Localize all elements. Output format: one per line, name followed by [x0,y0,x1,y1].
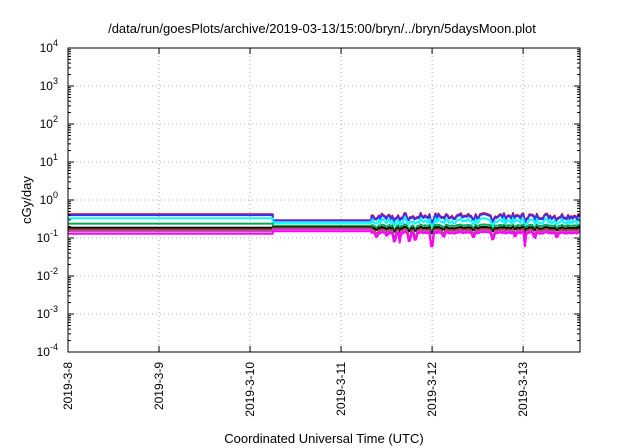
y-axis-label: cGy/day [19,176,34,224]
y-tick-base: 10 [40,155,54,169]
chart-title: /data/run/goesPlots/archive/2019-03-13/1… [108,21,536,36]
series-line [68,230,581,248]
y-tick-label: 10-4 [37,342,58,359]
y-tick-exponent: -4 [50,342,58,352]
y-tick-base: 10 [37,269,51,283]
y-tick-exponent: 1 [53,152,58,162]
y-tick-label: 102 [40,114,58,131]
x-axis-label: Coordinated Universal Time (UTC) [224,431,423,446]
y-tick-label: 10-2 [37,266,58,283]
y-tick-exponent: 2 [53,114,58,124]
y-tick-label: 10-3 [37,304,58,321]
y-tick-base: 10 [40,117,54,131]
y-tick-label: 104 [40,38,58,55]
grid [68,48,580,352]
y-tick-label: 10-1 [37,228,58,245]
y-tick-exponent: 0 [53,190,58,200]
y-tick-label: 103 [40,76,58,93]
y-tick-label: 101 [40,152,58,169]
x-tick-label: 2019-3-9 [152,362,166,410]
y-tick-base: 10 [37,307,51,321]
y-tick-exponent: -3 [50,304,58,314]
x-axis-ticks: 2019-3-8 2019-3-9 2019-3-10 2019-3-11 2019-3… [61,48,530,417]
x-tick-label: 2019-3-11 [334,362,348,416]
y-tick-base: 10 [37,231,51,245]
x-tick-label: 2019-3-8 [61,362,75,410]
y-tick-exponent: -1 [50,228,58,238]
series-line [68,212,581,225]
series-line [68,222,581,232]
y-tick-base: 10 [40,79,54,93]
y-tick-label: 100 [40,190,58,207]
plot-lines [68,212,581,248]
x-tick-label: 2019-3-13 [516,362,530,417]
x-tick-label: 2019-3-10 [243,362,257,417]
x-tick-label: 2019-3-12 [425,362,439,417]
y-tick-base: 10 [40,193,54,207]
y-tick-exponent: 4 [53,38,58,48]
y-tick-base: 10 [40,41,54,55]
y-tick-exponent: -2 [50,266,58,276]
series-line [68,225,581,235]
series-line [68,217,581,229]
y-tick-base: 10 [37,345,51,359]
y-tick-exponent: 3 [53,76,58,86]
